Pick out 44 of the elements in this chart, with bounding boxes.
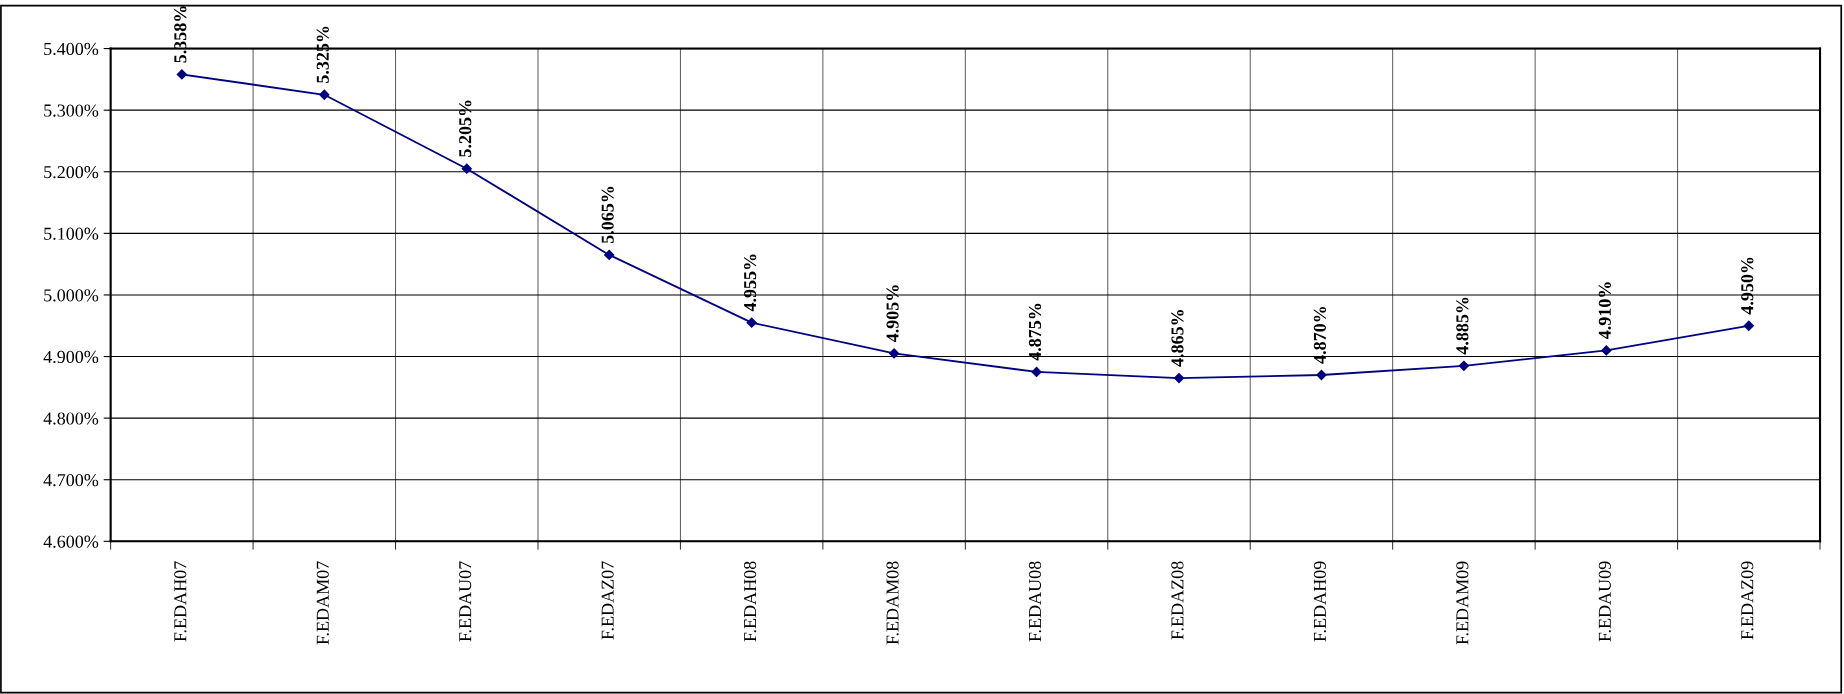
point	[176, 69, 187, 80]
point	[888, 348, 900, 359]
point	[604, 249, 615, 261]
point	[1743, 320, 1754, 331]
point	[1458, 360, 1470, 371]
data-label: 4.950%	[1741, 257, 1754, 315]
x-tick-label: F.EDAH08	[744, 561, 757, 642]
y-tick-label: 4.800%	[43, 412, 99, 425]
point	[1031, 366, 1042, 378]
data-label: 4.865%	[1171, 310, 1184, 367]
data-label: 4.870%	[1313, 306, 1327, 364]
point	[1173, 372, 1185, 384]
data-label: 4.955%	[744, 254, 757, 312]
data-label: 5.205%	[459, 100, 472, 157]
y-tick-label: 5.200%	[44, 166, 99, 179]
data-label: 5.065%	[601, 186, 614, 244]
x-tick-label: F.EDAM08	[886, 561, 899, 645]
x-tick-label: F.EDAU08	[1028, 561, 1042, 642]
y-tick-label: 4.600%	[43, 535, 99, 548]
point	[1601, 345, 1612, 356]
x-tick-label: F.EDAU07	[459, 561, 472, 642]
y-tick-label: 4.700%	[43, 473, 99, 487]
x-tick-label: F.EDAZ08	[1171, 561, 1184, 640]
x-tick-label: F.EDAH09	[1313, 561, 1327, 642]
x-tick-label: F.EDAZ09	[1741, 561, 1754, 640]
data-label: 5.325%	[316, 26, 329, 83]
data-label: 4.875%	[1028, 303, 1042, 361]
x-tick-label: F.EDAH07	[174, 561, 187, 642]
point	[746, 317, 757, 328]
y-tick-label: 5.400%	[44, 42, 99, 56]
point	[461, 163, 472, 174]
y-tick-label: 5.000%	[44, 289, 99, 302]
point	[319, 89, 330, 100]
data-label: 4.910%	[1598, 282, 1611, 340]
data-label: 4.905%	[886, 285, 899, 343]
x-tick-label: F.EDAM07	[316, 561, 329, 645]
x-tick-label: F.EDAZ07	[601, 561, 614, 640]
data-label: 4.885%	[1456, 297, 1469, 355]
y-tick-label: 5.100%	[44, 227, 99, 240]
x-tick-label: F.EDAU09	[1598, 561, 1611, 642]
y-tick-label: 5.300%	[44, 104, 99, 117]
x-tick-label: F.EDAM09	[1456, 561, 1469, 645]
data-label: 5.358%	[174, 6, 187, 63]
y-tick-label: 4.900%	[43, 350, 99, 364]
